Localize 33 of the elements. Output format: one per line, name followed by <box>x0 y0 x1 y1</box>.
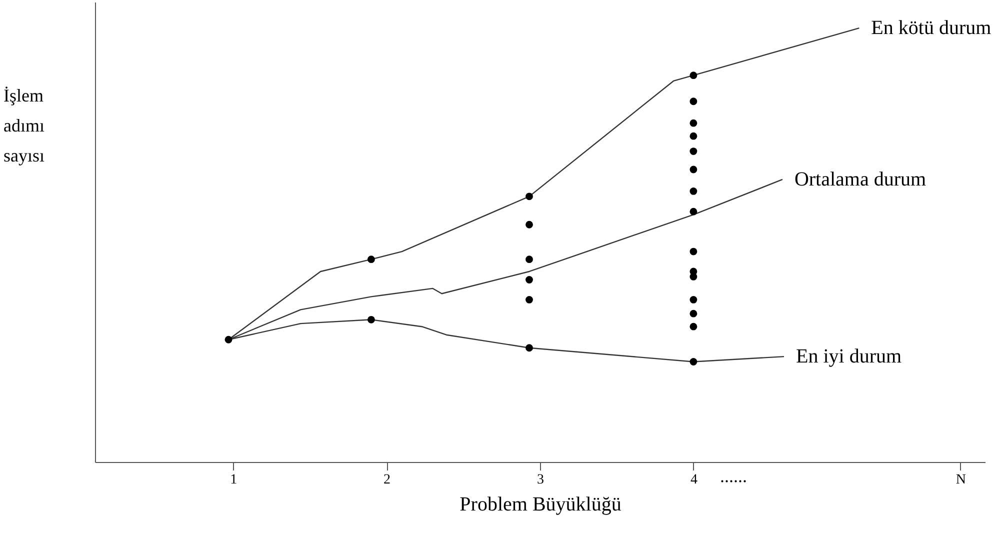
text: ...... <box>720 466 747 486</box>
point <box>690 148 698 155</box>
point <box>690 248 698 256</box>
point <box>690 188 698 195</box>
x-tick-label: 3 <box>537 472 544 488</box>
point <box>690 358 698 366</box>
point <box>526 296 533 304</box>
point <box>690 98 698 106</box>
point <box>690 322 698 330</box>
x-tick-label: N <box>956 472 966 488</box>
point <box>368 316 375 324</box>
point <box>526 276 533 284</box>
point <box>690 296 698 304</box>
point <box>690 119 698 127</box>
point <box>526 192 533 200</box>
point <box>224 336 232 344</box>
series-label: En iyi durum <box>796 346 902 368</box>
x-axis-title: Problem Büyüklüğü <box>460 494 622 516</box>
x-tick-label: 2 <box>384 472 391 488</box>
point <box>526 256 533 264</box>
point <box>526 220 533 228</box>
x-tick-label: 4 <box>690 472 698 488</box>
point <box>368 256 375 264</box>
point <box>690 72 698 80</box>
point <box>526 344 533 352</box>
point <box>690 132 698 140</box>
x-tick-label: 1 <box>230 472 238 488</box>
point <box>690 166 698 174</box>
series-label: En kötü durum <box>871 17 992 40</box>
series-label: Ortalama durum <box>794 168 927 190</box>
point <box>690 310 698 318</box>
y-axis-title: İşlem adımı sayısı <box>4 86 45 166</box>
point <box>690 208 698 216</box>
